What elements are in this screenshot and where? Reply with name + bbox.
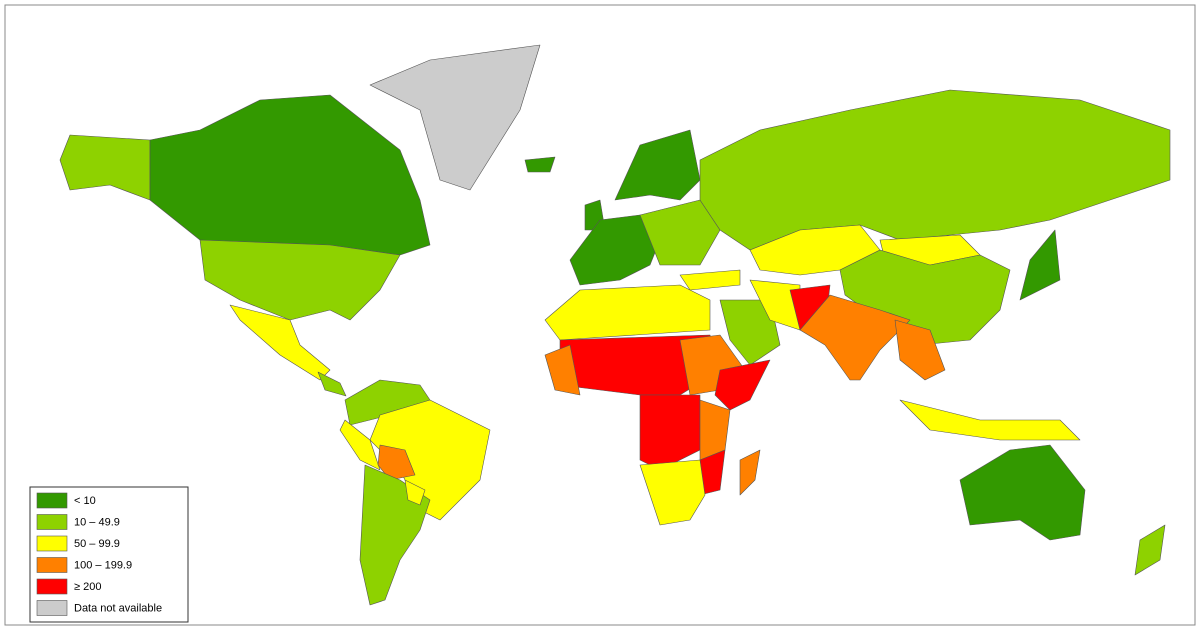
legend-swatch xyxy=(36,600,68,616)
country xyxy=(317,371,347,397)
legend-swatch xyxy=(36,535,68,552)
legend: < 10 10 – 49.9 50 – 99.9 100 – 199.9 ≥ 200 Da… xyxy=(36,492,162,616)
country xyxy=(229,304,331,381)
legend-label: 10 – 49.9 xyxy=(74,516,120,528)
country xyxy=(1134,524,1166,576)
country xyxy=(679,269,741,291)
country xyxy=(799,294,911,381)
legend-swatch xyxy=(36,578,68,595)
country xyxy=(714,359,771,411)
country xyxy=(404,479,426,506)
country xyxy=(639,394,701,471)
country xyxy=(739,449,761,496)
country xyxy=(199,239,401,321)
country xyxy=(369,44,541,191)
country xyxy=(1019,229,1061,301)
legend-label: 100 – 199.9 xyxy=(74,559,132,571)
country xyxy=(339,419,381,471)
country xyxy=(149,94,431,256)
legend-label: ≥ 200 xyxy=(74,581,101,593)
legend-swatch xyxy=(36,492,68,509)
country xyxy=(959,444,1086,541)
country xyxy=(639,459,706,526)
country xyxy=(699,89,1171,251)
legend-swatch xyxy=(36,514,68,530)
country xyxy=(377,444,416,481)
country xyxy=(524,156,556,173)
country xyxy=(899,399,1081,441)
legend-label: 50 – 99.9 xyxy=(74,538,120,550)
legend-label: Data not available xyxy=(74,602,162,614)
legend-box xyxy=(29,486,189,623)
country xyxy=(894,319,946,381)
country xyxy=(544,344,581,396)
legend-swatch xyxy=(36,557,68,573)
legend-label: < 10 xyxy=(74,495,96,507)
world-map xyxy=(59,44,1171,606)
